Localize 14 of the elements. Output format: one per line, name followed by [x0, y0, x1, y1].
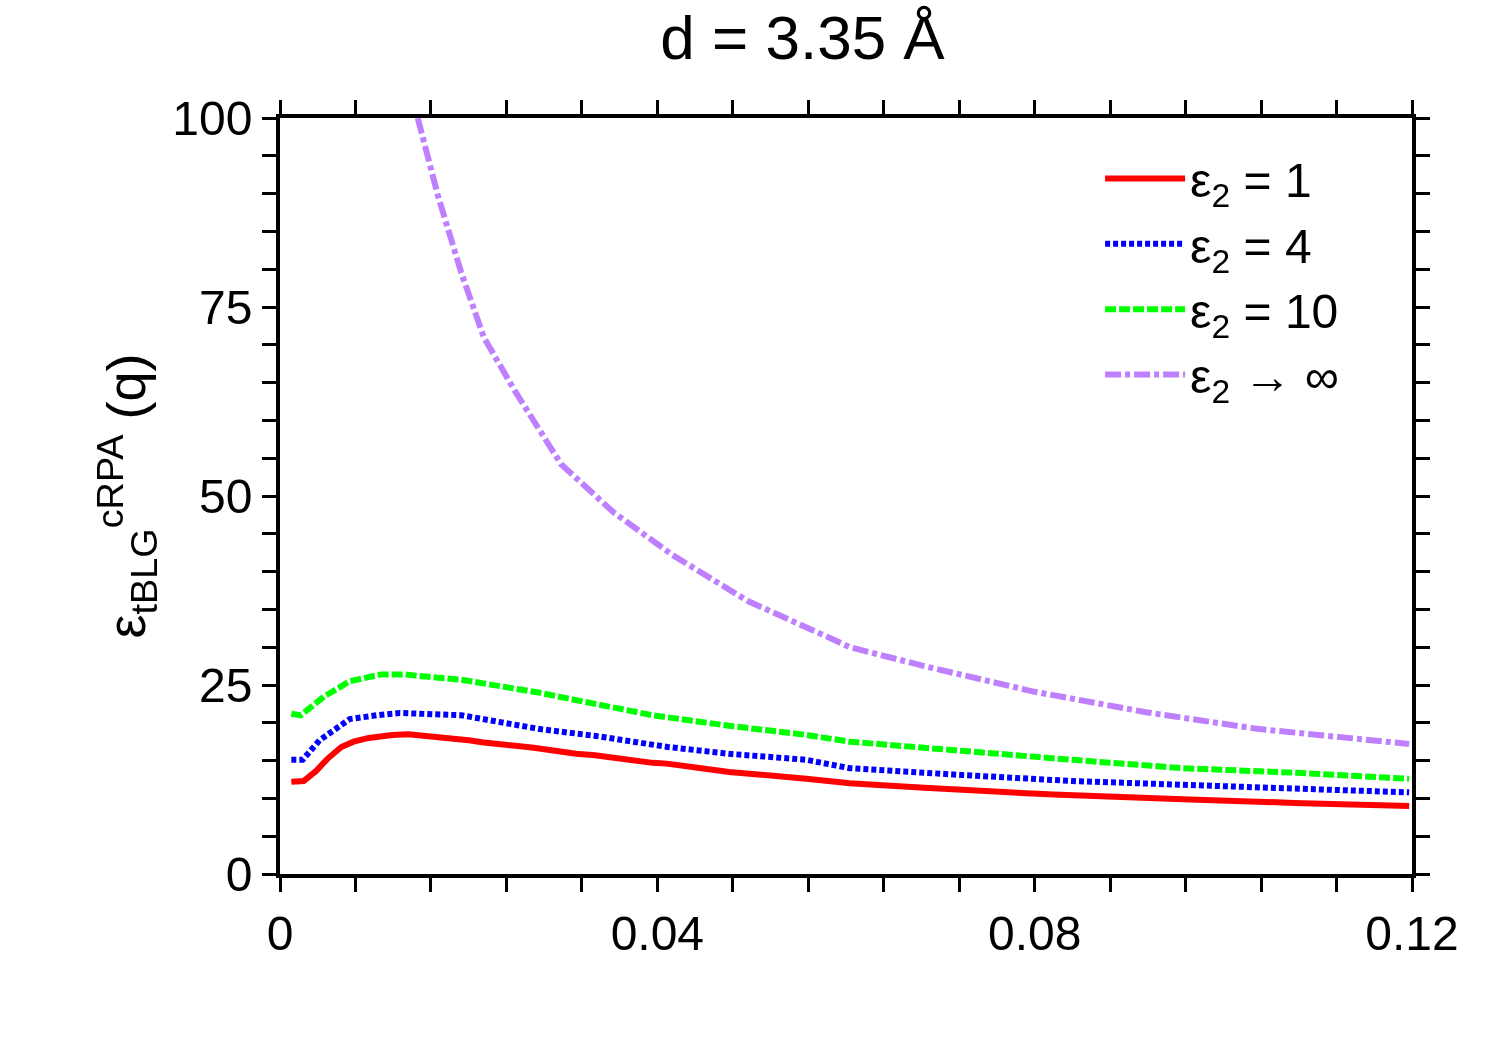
y-tick-label: 50 — [199, 469, 253, 523]
legend-label: ε$_{2}$ = 1 — [1190, 154, 1312, 215]
y-tick-label: 0 — [225, 847, 253, 901]
legend-label: ε$_{2}$ = 10 — [1190, 284, 1339, 345]
legend-label: ε$_{2}$ = 4 — [1190, 219, 1312, 280]
y-tick-label: 100 — [172, 91, 253, 145]
x-tick-label: 0 — [266, 906, 294, 960]
x-tick-label: 0.08 — [987, 906, 1082, 960]
x-tick-label: 0.04 — [610, 906, 705, 960]
y-tick-label: 75 — [199, 280, 253, 334]
chart-title: d = 3.35 Å — [660, 3, 946, 73]
legend-label: ε$_{2}$ → ∞ — [1190, 350, 1340, 411]
y-tick-label: 25 — [199, 658, 253, 712]
x-tick-label: 0.12 — [1365, 906, 1459, 960]
